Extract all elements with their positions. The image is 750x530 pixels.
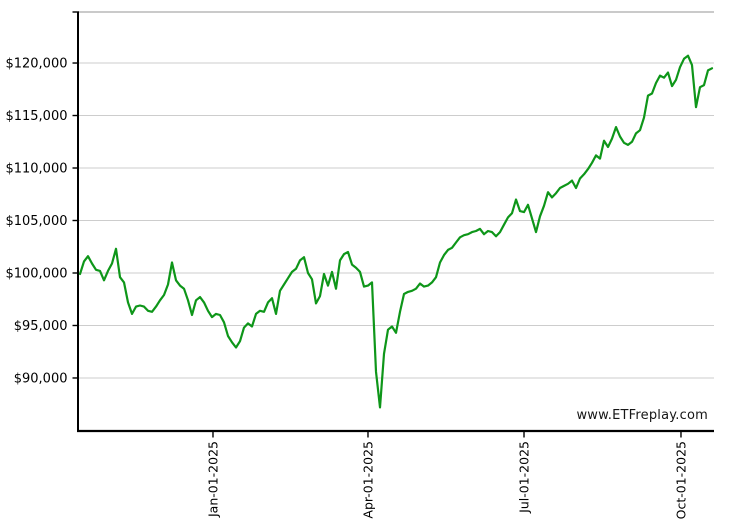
price-line [78, 54, 714, 409]
x-axis-label: Apr-01-2025 [360, 441, 375, 519]
x-axis-label: Jan-01-2025 [205, 441, 220, 518]
y-axis-label: $110,000 [5, 162, 67, 177]
y-axis-label: $115,000 [5, 109, 67, 124]
etfreplay-watermark: www.ETFreplay.com [576, 408, 708, 423]
y-axis-label: $100,000 [5, 266, 67, 281]
x-axis-label: Jul-01-2025 [517, 441, 532, 514]
y-axis-label: $120,000 [5, 57, 67, 72]
y-axis-label: $95,000 [14, 319, 68, 334]
x-axis-label: Oct-01-2025 [673, 441, 688, 519]
y-axis-label: $90,000 [14, 371, 68, 386]
y-axis-label: $105,000 [5, 214, 67, 229]
